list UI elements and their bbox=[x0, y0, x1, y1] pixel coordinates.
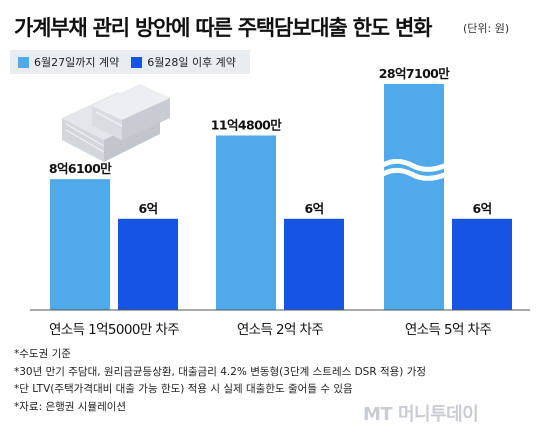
footnote-4: *자료: 은행권 시뮬레이션 bbox=[14, 400, 127, 413]
category-label-3: 연소득 5억 차주 bbox=[405, 322, 491, 338]
footnote-1: *수도권 기준 bbox=[14, 348, 71, 360]
footnote-3: *단 LTV(주택가격대비 대출 가능 한도) 적용 시 실제 대출한도 줄어들… bbox=[14, 383, 353, 395]
legend-item-before: 6월27일까지 계약 bbox=[18, 54, 119, 70]
axis-break-mark-2 bbox=[380, 167, 447, 181]
money-stack-icon bbox=[62, 84, 170, 162]
legend-label-before: 6월27일까지 계약 bbox=[34, 56, 120, 69]
category-label-1: 연소득 1억5000만 차주 bbox=[49, 322, 179, 338]
data-label-2-series-1: 11억4800만 bbox=[211, 118, 282, 133]
legend-label-after: 6월28일 이후 계약 bbox=[147, 56, 236, 69]
category-label-2: 연소득 2억 차주 bbox=[237, 322, 323, 338]
legend-item-after: 6월28일 이후 계약 bbox=[131, 54, 236, 70]
data-label-3-series-2: 6억 bbox=[473, 201, 492, 216]
data-label-1-series-2: 6억 bbox=[139, 201, 158, 216]
data-label-2-series-2: 6억 bbox=[305, 201, 324, 216]
legend-swatch-after bbox=[131, 56, 143, 68]
bar-3-series-1 bbox=[384, 84, 444, 310]
unit-label: (단위: 원) bbox=[463, 22, 510, 35]
bar-1-series-1 bbox=[50, 179, 110, 310]
bar-2-series-2 bbox=[284, 218, 344, 310]
legend: 6월27일까지 계약 6월28일 이후 계약 bbox=[10, 50, 250, 74]
bar-1-series-2 bbox=[118, 218, 178, 310]
footnote-2: *30년 만기 주담대, 원리금균등상환, 대출금리 4.2% 변동형(3단계 … bbox=[14, 365, 427, 378]
footnotes: *수도권 기준 *30년 만기 주담대, 원리금균등상환, 대출금리 4.2% … bbox=[14, 346, 426, 416]
bar-2-series-1 bbox=[216, 135, 276, 310]
data-label-1-series-1: 8억6100만 bbox=[49, 161, 112, 176]
bar-3-series-2 bbox=[452, 218, 512, 310]
data-label-3-series-1: 28억7100만 bbox=[379, 66, 450, 81]
publisher-logo: MT 머니투데이 bbox=[363, 404, 479, 425]
axis-break-mark-1 bbox=[380, 158, 447, 172]
chart-title: 가계부채 관리 방안에 따른 주택담보대출 한도 변화 bbox=[14, 16, 432, 40]
legend-swatch-before bbox=[18, 56, 29, 68]
